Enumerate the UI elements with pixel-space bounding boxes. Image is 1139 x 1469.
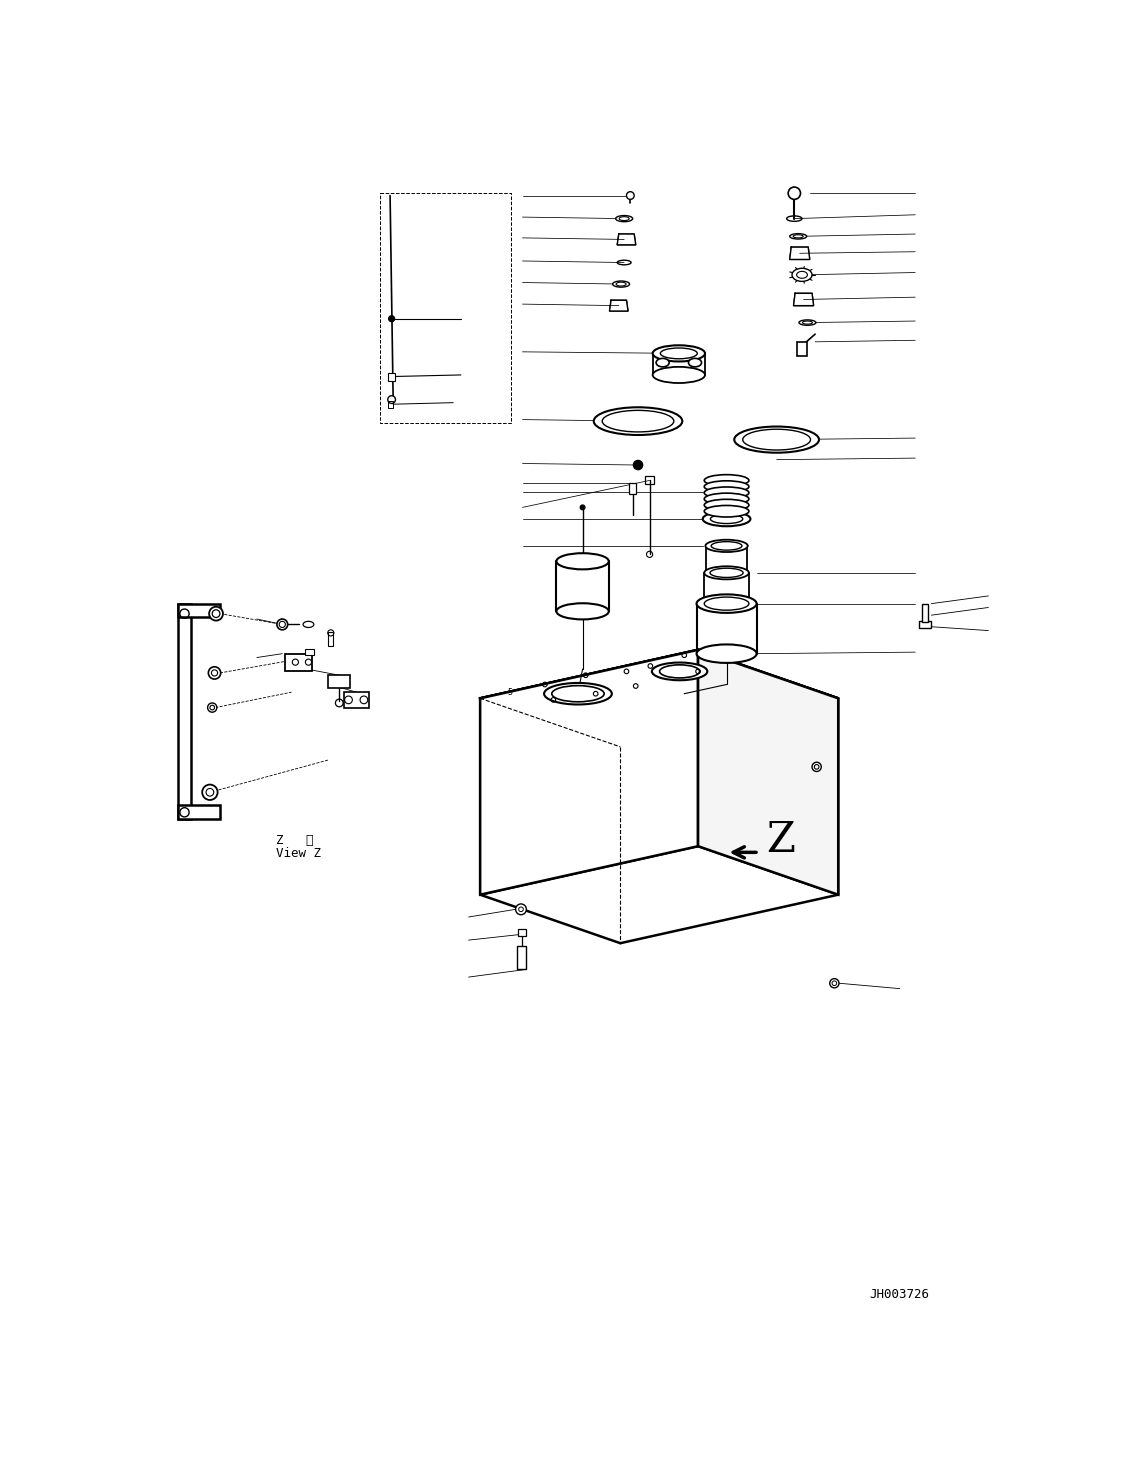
Bar [645, 476, 654, 483]
Polygon shape [789, 247, 810, 260]
Polygon shape [481, 649, 698, 895]
Bar [286, 654, 312, 671]
Bar [387, 373, 395, 380]
Ellipse shape [735, 426, 819, 452]
Circle shape [388, 316, 395, 322]
Ellipse shape [704, 505, 749, 517]
Ellipse shape [544, 683, 612, 705]
Ellipse shape [789, 234, 806, 239]
Ellipse shape [705, 539, 747, 552]
Circle shape [829, 978, 839, 987]
Bar [344, 692, 369, 708]
Ellipse shape [704, 566, 749, 579]
Ellipse shape [704, 474, 749, 486]
Polygon shape [617, 234, 636, 245]
Ellipse shape [653, 345, 705, 361]
Ellipse shape [593, 407, 682, 435]
Circle shape [516, 903, 526, 915]
Ellipse shape [703, 511, 751, 526]
Ellipse shape [704, 499, 749, 511]
Circle shape [788, 187, 801, 200]
Bar [517, 946, 526, 970]
Circle shape [207, 704, 216, 712]
Ellipse shape [656, 358, 670, 367]
Bar [923, 604, 928, 621]
Text: Z   視: Z 視 [276, 833, 313, 846]
Bar [629, 483, 637, 494]
Bar [328, 676, 350, 687]
Ellipse shape [798, 320, 816, 325]
Circle shape [387, 395, 395, 404]
Text: Z: Z [767, 820, 795, 861]
Text: JH003726: JH003726 [869, 1288, 929, 1302]
Polygon shape [609, 300, 628, 311]
Polygon shape [698, 649, 838, 895]
Bar [387, 401, 393, 408]
Ellipse shape [653, 367, 705, 383]
Ellipse shape [704, 488, 749, 498]
Ellipse shape [688, 358, 702, 367]
Ellipse shape [697, 645, 756, 663]
Bar [328, 632, 333, 646]
Ellipse shape [613, 281, 630, 286]
Circle shape [812, 762, 821, 771]
Bar [796, 342, 808, 355]
Bar [178, 805, 220, 820]
Polygon shape [481, 649, 838, 746]
Ellipse shape [616, 216, 632, 222]
Circle shape [580, 505, 585, 510]
Ellipse shape [697, 595, 756, 613]
Circle shape [633, 460, 642, 470]
Ellipse shape [557, 554, 608, 570]
Ellipse shape [557, 604, 608, 620]
Ellipse shape [652, 663, 707, 680]
Bar [919, 621, 932, 627]
Bar [178, 604, 191, 820]
Circle shape [208, 667, 221, 679]
Circle shape [210, 607, 223, 620]
Circle shape [203, 784, 218, 801]
Text: 5: 5 [507, 687, 513, 696]
Bar [304, 649, 314, 655]
Circle shape [277, 618, 288, 630]
Ellipse shape [704, 480, 749, 492]
Polygon shape [794, 294, 813, 306]
Circle shape [626, 191, 634, 200]
Text: View Z: View Z [276, 848, 321, 861]
Bar [518, 930, 525, 936]
Ellipse shape [704, 494, 749, 505]
Bar [178, 604, 220, 617]
Ellipse shape [792, 269, 812, 282]
